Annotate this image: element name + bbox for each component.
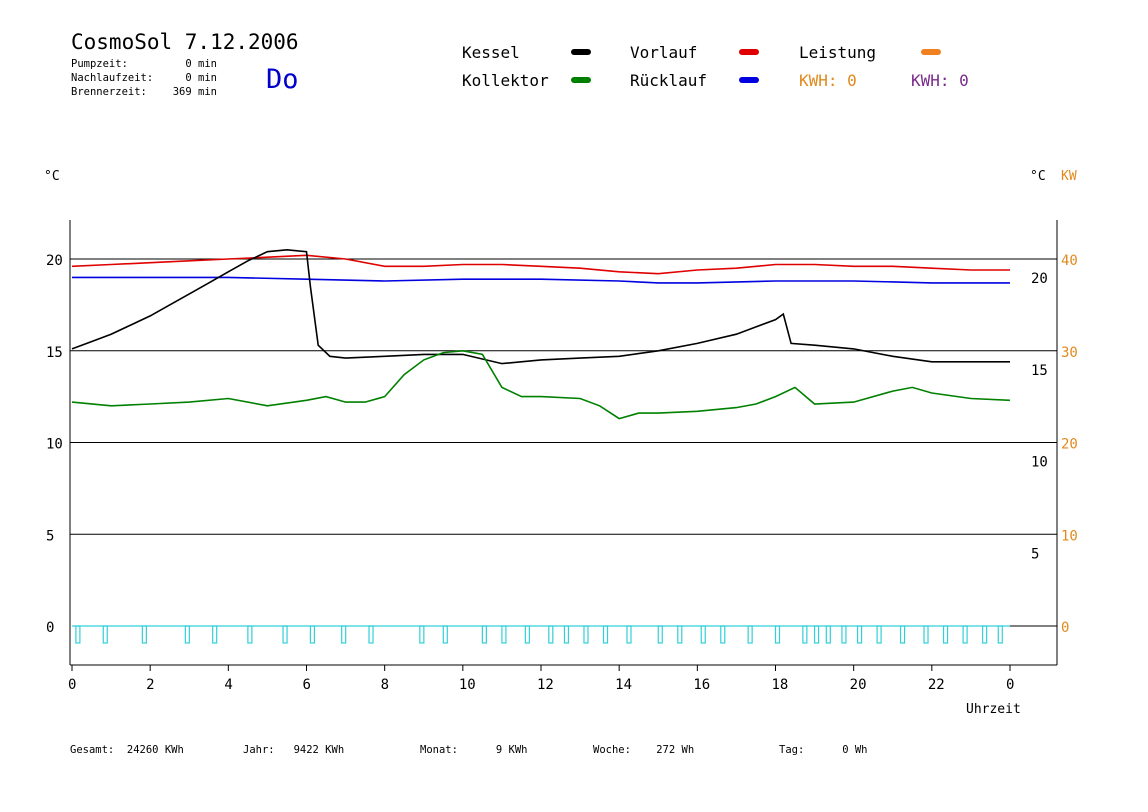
legend-swatch-kollektor <box>571 77 591 83</box>
legend-swatch-kessel <box>571 49 591 55</box>
legend-swatch-vorlauf <box>739 49 759 55</box>
stat-value-brennerzeit: 369 min <box>172 86 217 98</box>
y-tick-left-0: 0 <box>46 620 54 636</box>
pump-pulse <box>657 625 663 644</box>
y-tick-kw-20: 20 <box>1061 437 1078 453</box>
series-line-kollektor <box>71 349 1011 420</box>
pump-pulse <box>899 625 906 644</box>
pump-pulse <box>602 625 609 644</box>
footer-monat: Monat: 9 KWh <box>420 744 528 756</box>
pump-pulse <box>825 625 831 644</box>
right-axis-unit: °C <box>1030 169 1046 184</box>
x-tick-11: 22 <box>928 677 945 693</box>
y-tick-kw-10: 10 <box>1061 528 1078 544</box>
x-axis-label: Uhrzeit <box>966 702 1021 717</box>
pump-pulse <box>583 625 589 644</box>
pump-pulse <box>419 625 425 644</box>
x-tick-6: 12 <box>537 677 554 693</box>
kwh-value-2: KWH: 0 <box>911 71 969 90</box>
pump-pulse <box>774 625 781 644</box>
y-tick-right-15: 15 <box>1031 363 1048 379</box>
legend-swatch-leistung <box>921 49 941 55</box>
y-tick-kw-30: 30 <box>1061 345 1078 361</box>
stat-value-pumpzeit: 0 min <box>185 58 217 70</box>
footer-gesamt: Gesamt: 24260 KWh <box>70 744 184 756</box>
weekday-label: Do <box>266 64 299 95</box>
x-tick-8: 16 <box>693 677 710 693</box>
y-tick-right-20: 20 <box>1031 271 1048 287</box>
x-tick-3: 6 <box>303 677 311 693</box>
pump-pulse <box>747 625 753 644</box>
legend-swatch-ruecklauf <box>739 77 759 83</box>
pump-pulse <box>184 625 190 644</box>
footer-jahr: Jahr: 9422 KWh <box>243 744 345 756</box>
pump-pulse <box>876 625 882 644</box>
legend-label-vorlauf: Vorlauf <box>630 43 698 62</box>
pump-pulse <box>997 625 1003 644</box>
kwh-value-1: KWH: 0 <box>799 71 857 90</box>
pump-pulse <box>677 625 683 644</box>
y-tick-right-10: 10 <box>1031 455 1048 471</box>
pump-pulse <box>942 625 949 644</box>
pump-pulse <box>501 625 507 644</box>
legend-label-leistung: Leistung <box>799 43 877 62</box>
right-axis-unit-kw: KW <box>1061 169 1077 184</box>
pump-pulse <box>563 625 570 644</box>
stat-value-nachlaufzeit: 0 min <box>185 72 217 84</box>
pump-pulse <box>982 625 988 644</box>
pump-pulse <box>700 625 706 644</box>
pump-pulse <box>813 625 820 644</box>
pump-pulse <box>247 625 253 644</box>
footer-tag: Tag: 0 Wh <box>779 744 868 756</box>
pump-pulse <box>368 625 374 644</box>
pump-pulse <box>524 625 530 644</box>
y-tick-left-15: 15 <box>46 345 63 361</box>
footer-woche: Woche: 272 Wh <box>593 744 695 756</box>
x-tick-5: 10 <box>459 677 476 693</box>
chart-title: CosmoSol 7.12.2006 <box>71 30 299 54</box>
pump-pulse <box>75 625 81 644</box>
legend-label-kessel: Kessel <box>462 43 520 62</box>
y-tick-kw-40: 40 <box>1061 253 1078 269</box>
pump-pulse <box>962 625 968 644</box>
series-line-vorlauf <box>71 254 1010 275</box>
y-tick-kw-0: 0 <box>1061 620 1069 636</box>
stat-label-nachlaufzeit: Nachlaufzeit: <box>71 72 154 84</box>
x-tick-12: 0 <box>1006 677 1014 693</box>
x-tick-7: 14 <box>615 677 632 693</box>
pump-pulse <box>802 625 808 644</box>
y-tick-left-20: 20 <box>46 253 63 269</box>
stat-label-brennerzeit: Brennerzeit: <box>71 86 147 98</box>
left-axis-unit: °C <box>44 169 60 184</box>
x-tick-10: 20 <box>850 677 867 693</box>
series-line-kessel <box>71 248 1010 365</box>
x-tick-2: 4 <box>224 677 232 693</box>
x-tick-9: 18 <box>772 677 789 693</box>
pump-pulse <box>141 625 147 644</box>
pump-pulse <box>923 625 929 644</box>
legend-label-kollektor: Kollektor <box>462 71 549 90</box>
pump-pulse <box>856 625 863 644</box>
series-line-rücklauf <box>72 276 1010 284</box>
x-tick-0: 0 <box>68 677 76 693</box>
pump-pulse <box>442 625 448 644</box>
x-tick-1: 2 <box>146 677 154 693</box>
pump-pulse <box>481 625 487 644</box>
y-tick-left-10: 10 <box>46 437 63 453</box>
stat-label-pumpzeit: Pumpzeit: <box>71 58 128 70</box>
pump-pulse <box>102 625 108 644</box>
pump-pulse <box>626 625 632 644</box>
pump-pulse <box>309 625 316 644</box>
pump-pulse <box>212 625 218 644</box>
legend-label-ruecklauf: Rücklauf <box>630 71 708 90</box>
pump-pulse <box>720 625 726 644</box>
pump-pulse <box>548 625 554 644</box>
pump-pulse <box>341 625 347 644</box>
pump-pulse <box>841 625 847 644</box>
y-tick-right-5: 5 <box>1031 546 1039 562</box>
x-tick-4: 8 <box>381 677 389 693</box>
pump-pulse <box>282 625 288 644</box>
y-tick-left-5: 5 <box>46 528 54 544</box>
